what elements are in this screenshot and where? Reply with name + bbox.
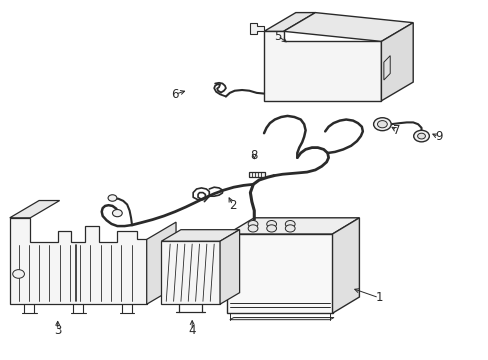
Polygon shape	[250, 23, 264, 34]
Polygon shape	[381, 23, 412, 101]
Polygon shape	[264, 31, 381, 101]
Circle shape	[13, 270, 24, 278]
Text: 1: 1	[374, 291, 382, 304]
Text: 2: 2	[228, 199, 236, 212]
Text: 8: 8	[250, 149, 258, 162]
Polygon shape	[332, 218, 359, 313]
Text: 6: 6	[171, 88, 179, 101]
Circle shape	[413, 130, 428, 142]
Polygon shape	[10, 201, 60, 218]
Text: 9: 9	[434, 130, 442, 143]
Circle shape	[285, 225, 295, 232]
Polygon shape	[146, 222, 176, 304]
Text: 7: 7	[392, 124, 400, 137]
Polygon shape	[264, 13, 315, 31]
Text: 4: 4	[188, 324, 196, 337]
Circle shape	[248, 220, 258, 228]
Polygon shape	[161, 230, 239, 241]
Polygon shape	[227, 234, 332, 313]
Circle shape	[417, 133, 425, 139]
Circle shape	[285, 220, 295, 228]
Polygon shape	[220, 230, 239, 304]
Circle shape	[377, 121, 386, 128]
Text: 3: 3	[54, 324, 61, 337]
Polygon shape	[161, 241, 220, 304]
Circle shape	[266, 220, 276, 228]
Circle shape	[266, 225, 276, 232]
Text: 5: 5	[273, 30, 281, 42]
Polygon shape	[229, 318, 333, 320]
Circle shape	[108, 195, 117, 201]
Circle shape	[248, 225, 258, 232]
Polygon shape	[227, 218, 359, 234]
Polygon shape	[383, 56, 389, 80]
Polygon shape	[10, 218, 146, 304]
Circle shape	[373, 118, 390, 131]
Circle shape	[112, 210, 122, 217]
Polygon shape	[249, 172, 264, 177]
Polygon shape	[283, 13, 412, 41]
